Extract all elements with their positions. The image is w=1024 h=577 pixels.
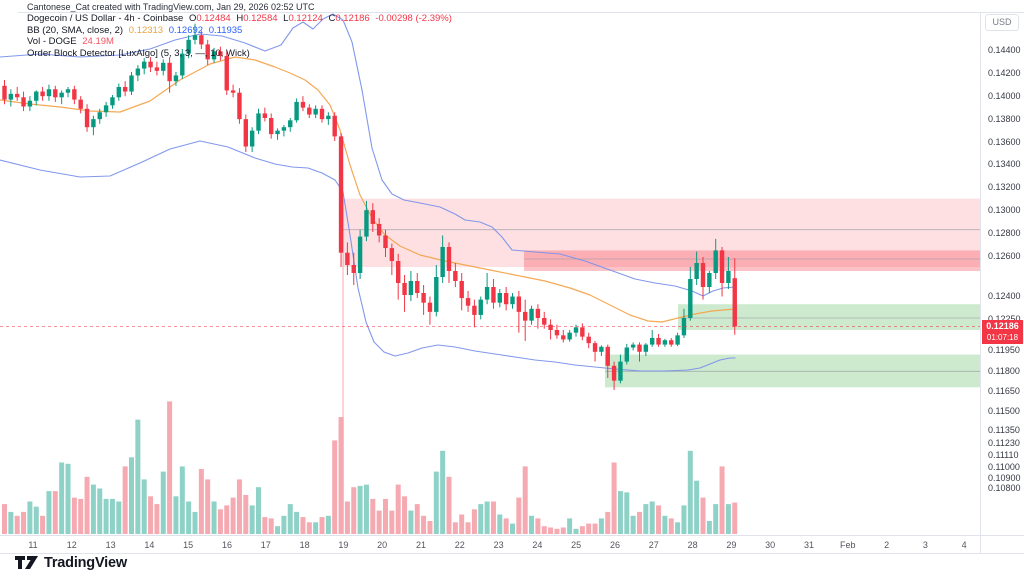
- price-axis-label: 0.13200: [988, 181, 1021, 192]
- open-value: 0.12484: [196, 13, 231, 24]
- legend-volume-row[interactable]: Vol - DOGE 24.19M: [27, 36, 117, 47]
- time-axis-label: 24: [532, 540, 543, 550]
- price-axis-label: 0.12250: [988, 313, 1021, 324]
- time-axis-label: 15: [183, 540, 194, 550]
- time-axis-label: 22: [454, 540, 465, 550]
- low-value: 0.12124: [288, 13, 323, 24]
- time-axis-label: 31: [803, 540, 815, 550]
- price-axis-label: 0.10900: [988, 472, 1021, 483]
- time-axis-label: 21: [415, 540, 427, 550]
- price-axis-label: 0.11230: [988, 437, 1020, 448]
- time-axis-label: 16: [221, 540, 233, 550]
- price-axis-label: 0.13000: [988, 204, 1021, 215]
- time-axis-label: 26: [609, 540, 621, 550]
- bb-indicator-name: BB (20, SMA, close, 2): [27, 24, 124, 36]
- close-value: 0.12186: [335, 13, 370, 24]
- price-axis-label: 0.11110: [988, 449, 1019, 460]
- bb-upper-value: 0.12692: [168, 24, 204, 36]
- low-label: L: [283, 13, 289, 24]
- price-axis-label: 0.11800: [988, 365, 1020, 376]
- volume-indicator-name: Vol - DOGE: [27, 36, 77, 47]
- time-axis-label: 20: [377, 540, 388, 550]
- price-axis-label: 0.14400: [988, 44, 1021, 55]
- last-price-value: 0.12186: [986, 320, 1019, 331]
- time-axis-label: 18: [299, 540, 310, 550]
- currency-scale-button[interactable]: USD: [985, 14, 1019, 31]
- time-axis-label: 27: [648, 540, 659, 550]
- close-label: C: [328, 13, 336, 24]
- symbol-title: Dogecoin / US Dollar - 4h - Coinbase: [27, 13, 184, 24]
- time-axis-label: 13: [105, 540, 116, 550]
- legend-symbol-row[interactable]: Dogecoin / US Dollar - 4h - Coinbase O0.…: [27, 13, 455, 24]
- orderblock-indicator-name: Order Block Detector [LuxAlgo] (5, 3, 3,…: [27, 47, 250, 59]
- time-axis-label: 12: [66, 540, 77, 550]
- price-axis-label: 0.11000: [988, 461, 1020, 472]
- price-axis-label: 0.11950: [988, 344, 1020, 355]
- time-axis-label: 19: [338, 540, 349, 550]
- time-axis-label: 11: [28, 540, 38, 550]
- volume-value: 24.19M: [82, 36, 114, 47]
- price-axis-label: 0.11650: [988, 385, 1020, 396]
- time-axis-label: 25: [571, 540, 582, 550]
- price-axis-label: 0.14200: [988, 67, 1021, 78]
- high-label: H: [236, 13, 244, 24]
- time-axis-label: 23: [493, 540, 504, 550]
- price-axis-label: 0.14000: [988, 90, 1021, 101]
- time-axis-label: 4: [961, 540, 967, 550]
- time-axis-label: 2: [884, 540, 890, 550]
- price-axis-label: 0.11500: [988, 405, 1020, 416]
- bb-basis-value: 0.12313: [128, 24, 164, 36]
- time-axis-label: 17: [260, 540, 271, 550]
- time-axis-label: 3: [922, 540, 928, 550]
- time-axis-label: 29: [726, 540, 737, 550]
- price-axis-label: 0.11350: [988, 424, 1020, 435]
- tradingview-logo-icon: [15, 556, 38, 569]
- attribution-watermark: Cantonese_Cat created with TradingView.c…: [27, 2, 315, 12]
- open-label: O: [188, 13, 197, 24]
- high-value: 0.12584: [243, 13, 278, 24]
- tradingview-logo[interactable]: TradingView: [14, 554, 127, 571]
- legend-orderblock-row[interactable]: Order Block Detector [LuxAlgo] (5, 3, 3,…: [27, 48, 253, 59]
- price-axis-label: 0.12600: [988, 250, 1021, 261]
- price-axis-label: 0.12800: [988, 227, 1021, 238]
- change-value: -0.00298 (-2.39%): [375, 13, 452, 24]
- tradingview-logo-text: TradingView: [44, 554, 127, 571]
- price-axis-label: 0.13400: [988, 158, 1021, 169]
- price-axis-label: 0.10800: [988, 482, 1021, 493]
- time-axis-label: Feb: [840, 540, 856, 550]
- price-axis-label: 0.13600: [988, 136, 1021, 147]
- bar-countdown: 01:07:18: [986, 332, 1019, 342]
- last-price-badge: 0.12186 01:07:18: [982, 319, 1023, 344]
- legend-bb-row[interactable]: BB (20, SMA, close, 2) 0.12313 0.12692 0…: [27, 25, 245, 36]
- price-axis-label: 0.12400: [988, 290, 1021, 301]
- price-axis-label: 0.13800: [988, 113, 1021, 124]
- bb-lower-value: 0.11935: [208, 24, 243, 36]
- time-axis-label: 30: [765, 540, 776, 550]
- time-axis-label: 14: [144, 540, 155, 550]
- time-axis-label: 28: [687, 540, 698, 550]
